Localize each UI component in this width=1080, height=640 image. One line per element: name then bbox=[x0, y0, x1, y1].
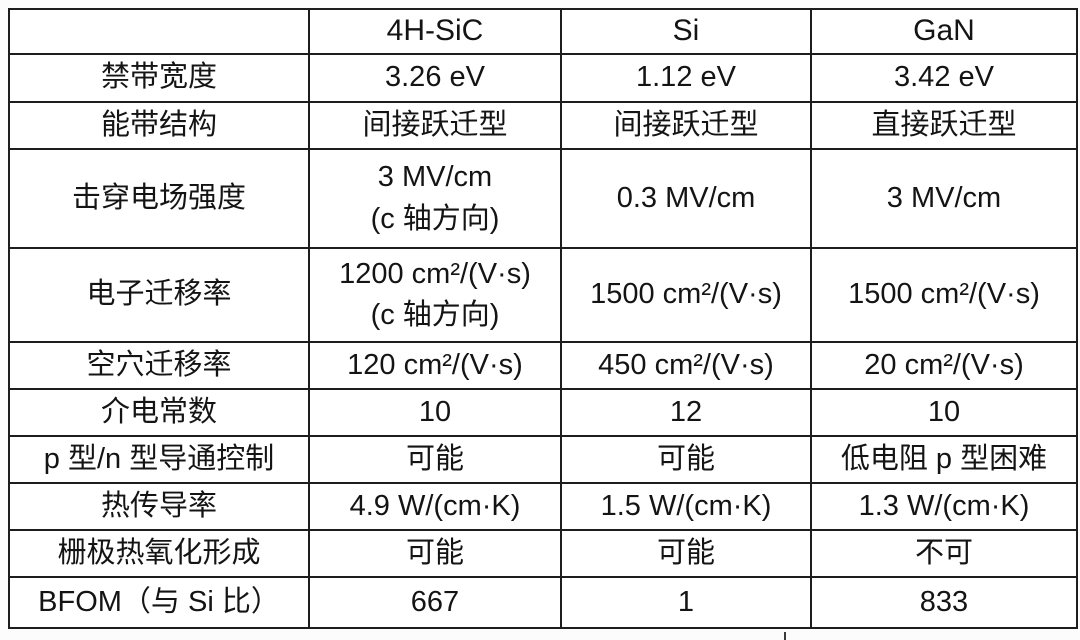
table-header-row: 4H-SiC Si GaN bbox=[8, 8, 1078, 55]
table-cell: 12 bbox=[560, 388, 812, 437]
table-cell: 10 bbox=[308, 388, 562, 437]
row-label: 击穿电场强度 bbox=[8, 148, 310, 249]
table-cell: 低电阻 p 型困难 bbox=[810, 435, 1078, 484]
table-cell: 3 MV/cm bbox=[810, 148, 1078, 249]
table-cell: 间接跃迁型 bbox=[560, 101, 812, 150]
table-cell: 1500 cm²/(V·s) bbox=[560, 247, 812, 343]
header-cell-si: Si bbox=[560, 8, 812, 55]
table-cell: 可能 bbox=[560, 529, 812, 578]
table-cell: 20 cm²/(V·s) bbox=[810, 341, 1078, 390]
row-label: 空穴迁移率 bbox=[8, 341, 310, 390]
table-row-pn-conduction-control: p 型/n 型导通控制 可能 可能 低电阻 p 型困难 bbox=[8, 435, 1078, 484]
table-cell: 3.42 eV bbox=[810, 53, 1078, 103]
semiconductor-comparison-table: 4H-SiC Si GaN 禁带宽度 3.26 eV 1.12 eV 3.42 … bbox=[8, 8, 1078, 629]
table-cell: 1500 cm²/(V·s) bbox=[810, 247, 1078, 343]
row-label: 介电常数 bbox=[8, 388, 310, 437]
header-cell-gan: GaN bbox=[810, 8, 1078, 55]
table-cell: 间接跃迁型 bbox=[308, 101, 562, 150]
table-cell: 120 cm²/(V·s) bbox=[308, 341, 562, 390]
cropped-next-table-divider bbox=[784, 632, 786, 640]
table-cell: 直接跃迁型 bbox=[810, 101, 1078, 150]
table-cell: 1.12 eV bbox=[560, 53, 812, 103]
table-row-gate-thermal-oxide: 栅极热氧化形成 可能 可能 不可 bbox=[8, 529, 1078, 578]
table-row-band-structure: 能带结构 间接跃迁型 间接跃迁型 直接跃迁型 bbox=[8, 101, 1078, 150]
table-cell: 可能 bbox=[308, 529, 562, 578]
table-row-electron-mobility: 电子迁移率 1200 cm²/(V·s) (c 轴方向) 1500 cm²/(V… bbox=[8, 247, 1078, 343]
table-cell: 1.5 W/(cm·K) bbox=[560, 482, 812, 531]
table-cell: 667 bbox=[308, 576, 562, 629]
table-cell: 可能 bbox=[560, 435, 812, 484]
row-label: 电子迁移率 bbox=[8, 247, 310, 343]
table-cell: 4.9 W/(cm·K) bbox=[308, 482, 562, 531]
row-label: p 型/n 型导通控制 bbox=[8, 435, 310, 484]
row-label: BFOM（与 Si 比） bbox=[8, 576, 310, 629]
table-row-breakdown-field: 击穿电场强度 3 MV/cm (c 轴方向) 0.3 MV/cm 3 MV/cm bbox=[8, 148, 1078, 249]
table-cell: 450 cm²/(V·s) bbox=[560, 341, 812, 390]
table-cell: 1200 cm²/(V·s) (c 轴方向) bbox=[308, 247, 562, 343]
table-cell: 1.3 W/(cm·K) bbox=[810, 482, 1078, 531]
table-cell: 3 MV/cm (c 轴方向) bbox=[308, 148, 562, 249]
row-label: 热传导率 bbox=[8, 482, 310, 531]
table-cell: 可能 bbox=[308, 435, 562, 484]
row-label: 栅极热氧化形成 bbox=[8, 529, 310, 578]
table-cell: 0.3 MV/cm bbox=[560, 148, 812, 249]
table-cell: 1 bbox=[560, 576, 812, 629]
table-cell: 3.26 eV bbox=[308, 53, 562, 103]
table-cell: 10 bbox=[810, 388, 1078, 437]
table-row-dielectric-constant: 介电常数 10 12 10 bbox=[8, 388, 1078, 437]
table-row-thermal-conductivity: 热传导率 4.9 W/(cm·K) 1.5 W/(cm·K) 1.3 W/(cm… bbox=[8, 482, 1078, 531]
row-label: 能带结构 bbox=[8, 101, 310, 150]
header-cell-property bbox=[8, 8, 310, 55]
row-label: 禁带宽度 bbox=[8, 53, 310, 103]
header-cell-4h-sic: 4H-SiC bbox=[308, 8, 562, 55]
table-cell: 833 bbox=[810, 576, 1078, 629]
table-row-bfom: BFOM（与 Si 比） 667 1 833 bbox=[8, 576, 1078, 629]
table-row-hole-mobility: 空穴迁移率 120 cm²/(V·s) 450 cm²/(V·s) 20 cm²… bbox=[8, 341, 1078, 390]
table-cell: 不可 bbox=[810, 529, 1078, 578]
table-row-bandgap: 禁带宽度 3.26 eV 1.12 eV 3.42 eV bbox=[8, 53, 1078, 103]
